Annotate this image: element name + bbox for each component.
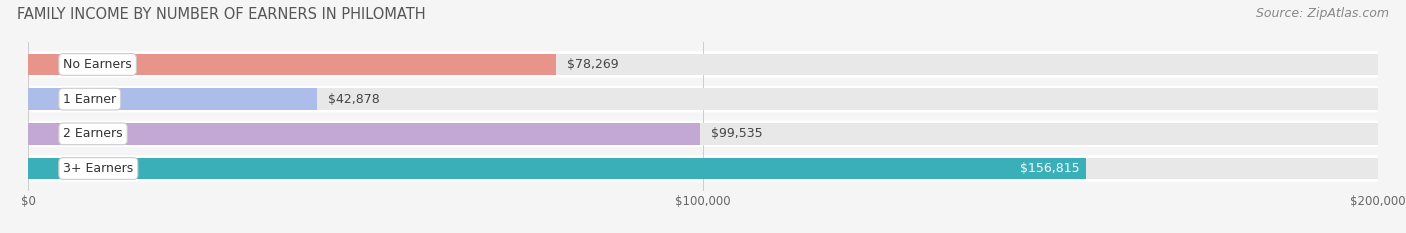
- Bar: [28, 123, 1378, 145]
- Bar: [28, 54, 557, 75]
- FancyBboxPatch shape: [28, 155, 1378, 182]
- Text: $42,878: $42,878: [328, 93, 380, 106]
- Text: Source: ZipAtlas.com: Source: ZipAtlas.com: [1256, 7, 1389, 20]
- FancyBboxPatch shape: [28, 51, 1378, 78]
- Text: 3+ Earners: 3+ Earners: [63, 162, 134, 175]
- Text: $156,815: $156,815: [1021, 162, 1080, 175]
- Text: 2 Earners: 2 Earners: [63, 127, 122, 140]
- Bar: [28, 158, 1087, 179]
- Text: No Earners: No Earners: [63, 58, 132, 71]
- Bar: [28, 123, 700, 145]
- Text: FAMILY INCOME BY NUMBER OF EARNERS IN PHILOMATH: FAMILY INCOME BY NUMBER OF EARNERS IN PH…: [17, 7, 426, 22]
- FancyBboxPatch shape: [28, 86, 1378, 112]
- Bar: [28, 54, 1378, 75]
- Bar: [28, 88, 1378, 110]
- FancyBboxPatch shape: [28, 121, 1378, 147]
- Text: $78,269: $78,269: [567, 58, 619, 71]
- Text: $99,535: $99,535: [710, 127, 762, 140]
- Bar: [28, 88, 318, 110]
- Bar: [28, 158, 1378, 179]
- Text: 1 Earner: 1 Earner: [63, 93, 117, 106]
